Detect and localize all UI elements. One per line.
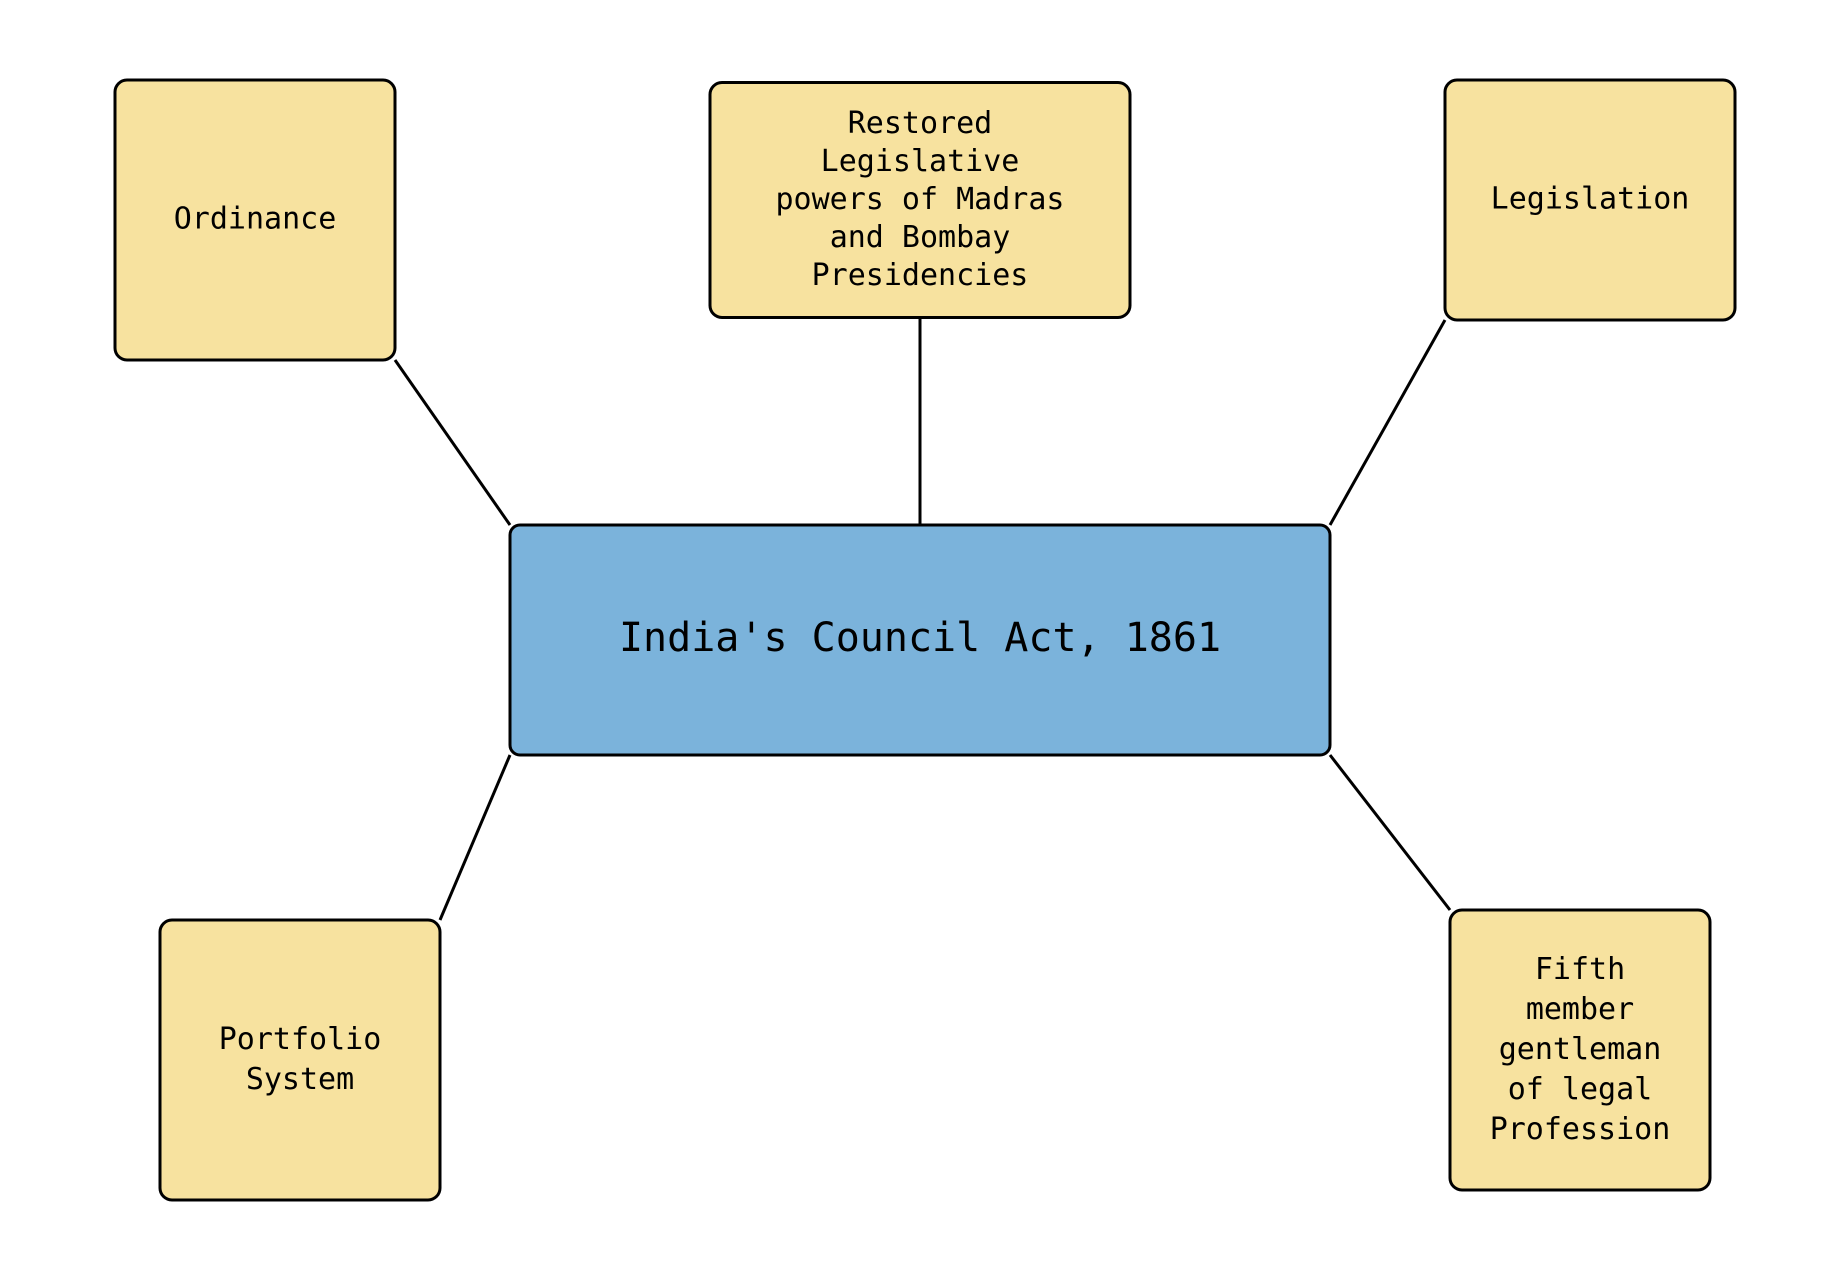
node-portfolio-rect bbox=[160, 920, 440, 1200]
edge-center-portfolio bbox=[440, 755, 510, 920]
node-restored: RestoredLegislativepowers of Madrasand B… bbox=[710, 83, 1130, 318]
nodes-layer: India's Council Act, 1861 Ordinance Restor… bbox=[115, 80, 1735, 1200]
node-fifth: Fifthmembergentlemanof legalProfession bbox=[1450, 910, 1710, 1190]
edge-center-fifth bbox=[1330, 755, 1450, 910]
diagram-canvas: India's Council Act, 1861 Ordinance Restor… bbox=[0, 0, 1838, 1275]
node-center-label: India's Council Act, 1861 bbox=[619, 615, 1221, 661]
edge-center-legislation bbox=[1330, 320, 1445, 525]
node-legislation: Legislation bbox=[1445, 80, 1735, 320]
node-portfolio: PortfolioSystem bbox=[160, 920, 440, 1200]
node-legislation-label: Legislation bbox=[1491, 182, 1690, 217]
node-center: India's Council Act, 1861 bbox=[510, 525, 1330, 755]
edge-center-ordinance bbox=[395, 360, 510, 525]
node-ordinance-label: Ordinance bbox=[174, 202, 337, 237]
node-ordinance: Ordinance bbox=[115, 80, 395, 360]
